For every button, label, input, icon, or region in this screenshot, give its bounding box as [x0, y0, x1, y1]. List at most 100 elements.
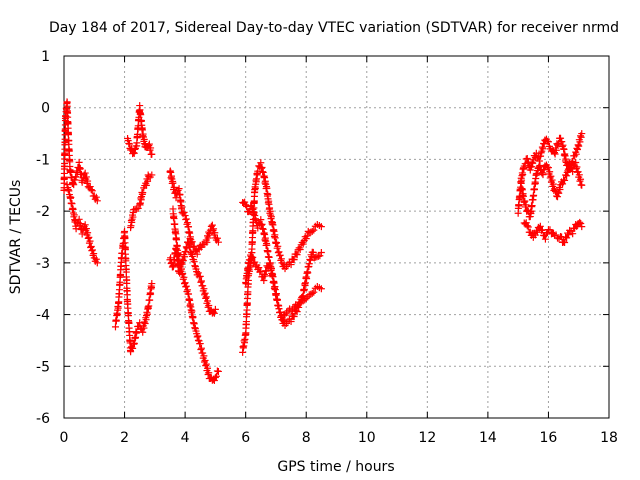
x-tick-label: 18 [600, 430, 618, 446]
data-point [93, 259, 101, 267]
data-point [170, 183, 178, 191]
data-point [552, 146, 560, 154]
data-point [180, 208, 188, 216]
x-tick-labels: 0 2 4 6 8 10 12 14 16 18 [60, 430, 618, 446]
data-point [177, 265, 185, 273]
data-point [133, 328, 141, 336]
data-point [572, 158, 580, 166]
data-point [69, 180, 77, 188]
y-tick-label: -2 [36, 204, 50, 220]
data-point [181, 253, 189, 261]
data-point [566, 226, 574, 234]
data-point [214, 238, 222, 246]
data-point [81, 169, 89, 177]
data-point [208, 221, 216, 229]
data-point [310, 288, 318, 296]
data-point [148, 150, 156, 158]
data-point [184, 219, 192, 227]
y-tick-label: -5 [36, 359, 50, 375]
data-point [190, 242, 198, 250]
data-point [575, 171, 583, 179]
data-point [317, 249, 325, 257]
data-point [258, 220, 266, 228]
data-point [274, 242, 282, 250]
data-point [548, 176, 556, 184]
data-point [546, 168, 554, 176]
data-point [546, 226, 554, 234]
data-point [145, 140, 153, 148]
data-point [204, 364, 212, 372]
data-point [179, 270, 187, 278]
data-point [67, 193, 75, 201]
data-point [257, 159, 265, 167]
y-tick-label: 0 [41, 101, 50, 117]
data-point [259, 225, 267, 233]
x-tick-label: 12 [418, 430, 436, 446]
data-point [205, 369, 213, 377]
data-point [85, 233, 93, 241]
data-point [188, 252, 196, 260]
data-point [78, 230, 86, 238]
data-point [544, 138, 552, 146]
data-point [296, 299, 304, 307]
data-point [129, 344, 137, 352]
data-point [210, 377, 218, 385]
data-point [316, 252, 324, 260]
data-point [275, 248, 283, 256]
data-point [574, 168, 582, 176]
data-point [142, 181, 150, 189]
data-point [523, 222, 531, 230]
data-point [255, 264, 263, 272]
data-point [257, 221, 265, 229]
data-point [257, 164, 265, 172]
data-point [566, 159, 574, 167]
data-point [554, 234, 562, 242]
data-point [529, 159, 537, 167]
data-point [175, 257, 183, 265]
data-point [214, 367, 222, 375]
data-point [182, 215, 190, 223]
data-point [552, 231, 560, 239]
data-point [86, 237, 94, 245]
data-point [88, 246, 96, 254]
data-point [273, 296, 281, 304]
data-point [522, 201, 530, 209]
data-point [184, 238, 192, 246]
data-point [182, 282, 190, 290]
data-point [202, 293, 210, 301]
data-point [184, 286, 192, 294]
data-point [136, 319, 144, 327]
data-point [87, 186, 95, 194]
data-point [204, 297, 212, 305]
data-point [64, 186, 72, 194]
data-point [260, 276, 268, 284]
data-point [81, 221, 89, 229]
data-point [87, 242, 95, 250]
data-point [196, 340, 204, 348]
data-point [169, 179, 177, 187]
data-point [517, 179, 525, 187]
data-point [92, 193, 100, 201]
data-point [558, 138, 566, 146]
data-point [191, 324, 199, 332]
data-point [93, 197, 101, 205]
data-point [557, 134, 565, 142]
data-point [75, 215, 83, 223]
data-point [200, 352, 208, 360]
data-point [63, 181, 71, 189]
data-point [130, 340, 138, 348]
data-point [186, 243, 194, 251]
data-point [185, 240, 193, 248]
plot-frame [63, 55, 610, 419]
data-point [536, 222, 544, 230]
data-point [181, 279, 189, 287]
data-point [561, 176, 569, 184]
data-point [561, 238, 569, 246]
data-point [577, 175, 585, 183]
data-point [292, 250, 300, 258]
data-point [88, 187, 96, 195]
data-point [90, 250, 98, 258]
data-point [211, 374, 219, 382]
data-point [533, 228, 541, 236]
y-tick-label: -1 [36, 152, 50, 168]
